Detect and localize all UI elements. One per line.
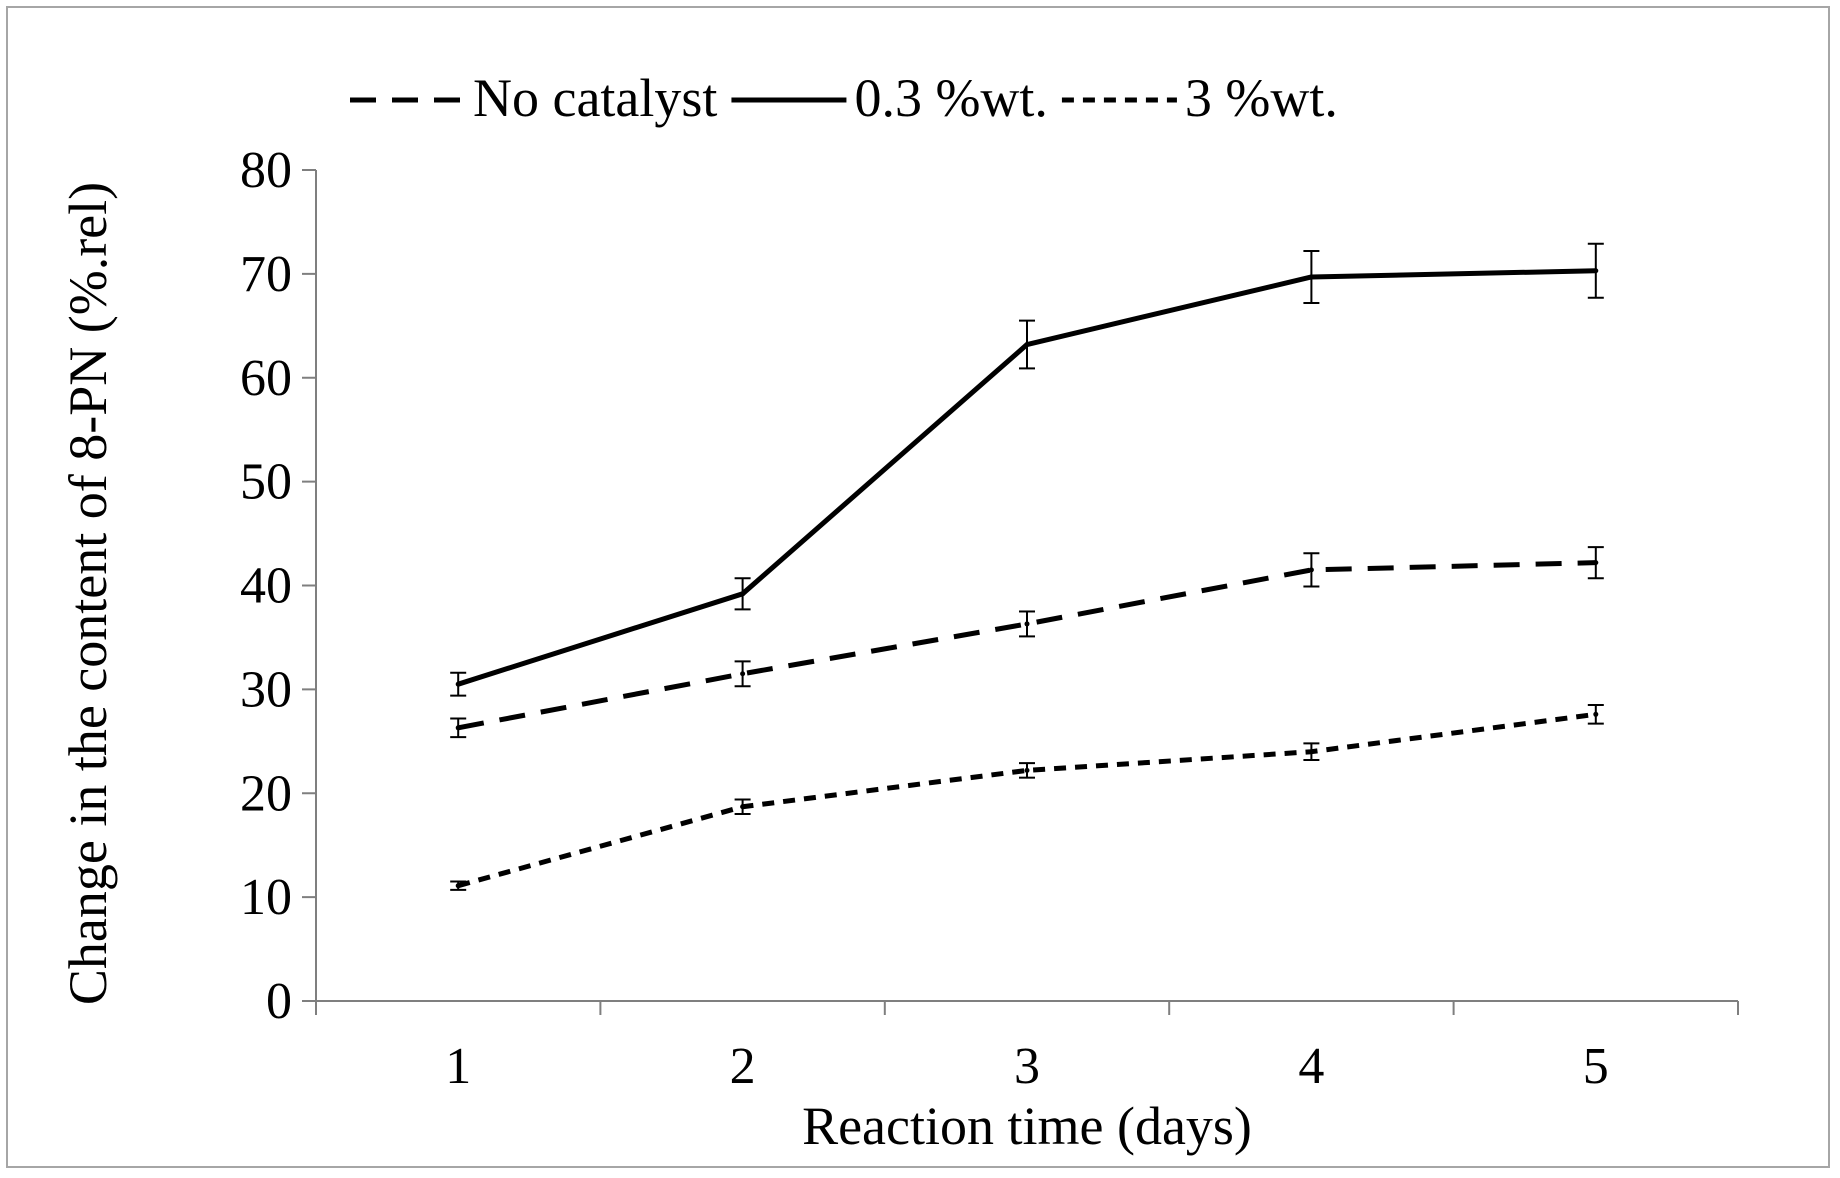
data-point [1024,342,1030,348]
data-point [455,681,461,687]
y-tick-label: 0 [266,973,292,1030]
legend-item: 0.3 %wt. [731,68,1048,128]
y-tick-label: 20 [240,765,292,822]
axes: 0 10 20 30 40 50 60 70 80 1 2 3 4 5 [240,142,1739,1095]
y-tick-label: 70 [240,246,292,303]
y-tick-label: 10 [240,869,292,926]
x-tick-label: 5 [1583,1038,1609,1095]
legend-label: 3 %wt. [1185,68,1338,128]
data-point [1024,767,1030,773]
y-tick-label: 60 [240,350,292,407]
legend-label: 0.3 %wt. [854,68,1047,128]
series-no-catalyst [450,546,1604,739]
legend: No catalyst 0.3 %wt. 3 %wt. [350,68,1338,128]
y-tick-label: 80 [240,142,292,199]
data-point [740,591,746,597]
series-0-3-wt [450,242,1604,697]
series-line [457,560,1596,731]
data-point [740,804,746,810]
y-axis-ticks: 0 10 20 30 40 50 60 70 80 [240,142,316,1030]
series-line [457,711,1597,889]
series-3-wt [450,703,1604,891]
data-point [1308,274,1314,280]
y-axis-title: Change in the content of 8-PN (%.rel) [58,182,118,1005]
data-point [740,671,746,677]
data-point [1308,567,1314,573]
x-axis-ticks: 1 2 3 4 5 [315,1001,1739,1095]
x-tick-label: 1 [445,1038,471,1095]
data-point [1024,621,1030,627]
y-tick-label: 30 [240,661,292,718]
data-point [455,883,461,889]
x-axis-title: Reaction time (days) [802,1096,1252,1156]
chart-frame [6,6,1830,1168]
x-tick-label: 3 [1014,1038,1040,1095]
data-point [1593,560,1599,566]
data-point [455,725,461,731]
x-tick-label: 2 [730,1038,756,1095]
y-tick-label: 50 [240,454,292,511]
series-layer [450,242,1604,891]
data-point [1593,268,1599,274]
legend-item: 3 %wt. [1061,68,1338,128]
data-point [1308,749,1314,755]
legend-label: No catalyst [473,68,717,128]
x-tick-label: 4 [1298,1038,1324,1095]
y-tick-label: 40 [240,558,292,615]
data-point [1593,711,1599,717]
legend-item: No catalyst [350,68,717,128]
